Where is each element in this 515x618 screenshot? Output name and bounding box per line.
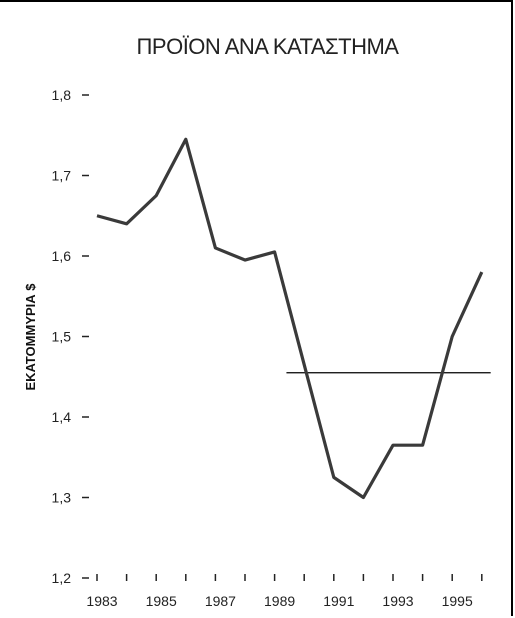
x-axis: 1983 1985 1987 1989 1991 1993 1995 <box>86 574 483 609</box>
y-tick-label: 1,2 <box>52 570 72 586</box>
x-tick-label: 1995 <box>442 593 473 609</box>
chart-title: ΠΡΟΪΟΝ ΑΝΑ ΚΑΤΑΣΤΗΜΑ <box>136 34 399 59</box>
x-tick-label: 1983 <box>86 593 117 609</box>
y-axis: 1,2 1,3 1,4 1,5 1,6 1,7 1,8 <box>52 87 89 586</box>
y-tick-label: 1,4 <box>52 409 72 425</box>
y-tick-label: 1,7 <box>52 168 72 184</box>
y-tick-label: 1,5 <box>52 329 72 345</box>
y-axis-label: ΕΚΑΤΟΜΜΥΡΙΑ $ <box>23 283 38 391</box>
x-tick-label: 1985 <box>146 593 177 609</box>
y-tick-label: 1,3 <box>52 490 72 506</box>
y-tick-label: 1,6 <box>52 248 72 264</box>
x-tick-label: 1993 <box>382 593 413 609</box>
series-line <box>96 137 484 500</box>
x-tick-label: 1989 <box>264 593 295 609</box>
x-tick-label: 1991 <box>323 593 354 609</box>
y-tick-label: 1,8 <box>52 87 72 103</box>
x-tick-label: 1987 <box>205 593 236 609</box>
